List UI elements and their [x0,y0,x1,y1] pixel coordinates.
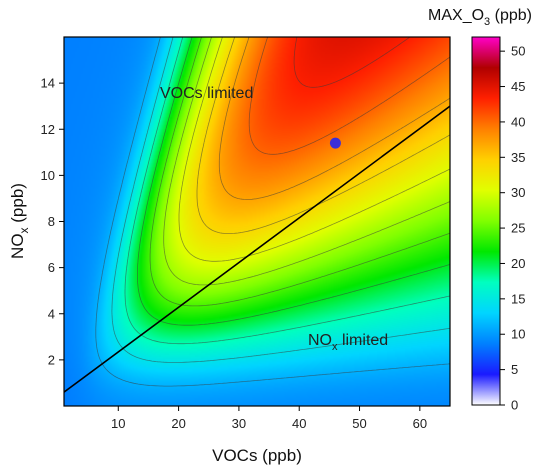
colorbar-tick-label: 10 [511,327,525,342]
colorbar-tick-label: 15 [511,291,525,306]
plot-area [63,36,451,407]
colorbar-ticks: 0 5 10 15 20 25 30 35 40 45 50 [500,44,525,413]
x-tick-label: 20 [171,416,185,431]
colorbar-gradient [471,36,501,406]
annotation-vocs-limited: VOCs limited [160,85,253,102]
contour-line-8 [218,37,450,200]
x-tick-label: 60 [413,416,427,431]
y-axis: 2 4 6 8 10 12 14 [41,76,64,367]
y-tick-label: 10 [41,168,55,183]
annotation-nox-tail: limited [338,332,389,349]
colorbar-title-main: MAX_O [428,7,484,24]
y-tick-label: 14 [41,76,55,91]
y-tick-label: 2 [48,352,55,367]
colorbar-tick-label: 40 [511,114,525,129]
colorbar: 0 5 10 15 20 25 30 35 40 45 50 MAX_O3 (ppb) [428,7,532,413]
y-axis-title-main: NO [8,233,27,259]
x-tick-label: 30 [232,416,246,431]
observation-marker [329,137,341,149]
colorbar-tick-label: 5 [511,362,518,377]
colorbar-tick-label: 50 [511,44,525,59]
regime-divider-line [64,105,450,393]
colorbar-tick-label: 30 [511,185,525,200]
y-axis-title-sub: x [17,227,31,233]
colorbar-tick-label: 35 [511,150,525,165]
contour-line-7 [196,37,450,234]
annotation-nox-sub: x [332,341,338,353]
colorbar-tick-label: 20 [511,256,525,271]
contour-line-5 [163,37,450,286]
colorbar-tick-label: 45 [511,79,525,94]
contour-line-4 [149,37,450,307]
annotation-vocs-main: VOCs limited [160,85,253,102]
x-tick-label: 50 [352,416,366,431]
contour-line-10 [293,37,411,88]
colorbar-title-sub: 3 [484,16,490,28]
y-tick-label: 6 [48,260,55,275]
contour-lines [95,37,450,387]
y-axis-title: NOx (ppb) [8,183,31,259]
x-axis-title-unit: (ppb) [257,446,301,465]
y-tick-label: 12 [41,122,55,137]
contour-line-3 [137,37,450,326]
y-axis-title-unit: (ppb) [8,183,27,227]
y-tick-label: 8 [48,214,55,229]
x-axis-title: VOCs (ppb) [212,446,302,465]
x-axis-title-main: VOCs [212,446,257,465]
annotation-nox-limited: NOx limited [308,332,388,353]
annotation-nox-main: NO [308,332,332,349]
colorbar-tick-label: 0 [511,398,518,413]
x-axis: 10 20 30 40 50 60 [111,406,427,431]
colorbar-title-unit: (ppb) [490,7,532,24]
contour-line-9 [248,37,450,155]
contour-line-1 [111,37,450,363]
colorbar-title: MAX_O3 (ppb) [428,7,532,28]
y-tick-label: 4 [48,306,55,321]
contour-line-2 [124,37,450,345]
ozone-heatmap [64,37,450,406]
colorbar-tick-label: 25 [511,221,525,236]
contour-line-0 [95,37,450,387]
x-tick-label: 10 [111,416,125,431]
x-tick-label: 40 [292,416,306,431]
